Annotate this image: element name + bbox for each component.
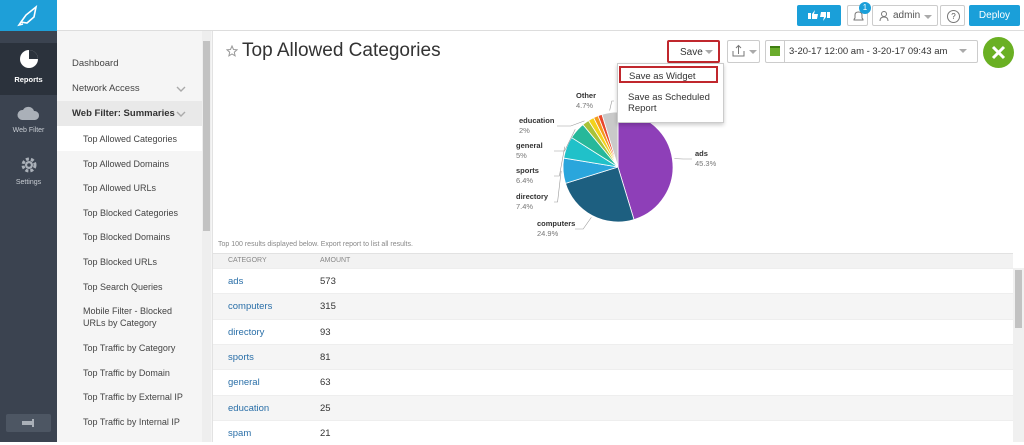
category-link[interactable]: computers <box>228 301 272 312</box>
nav-report[interactable]: Top Blocked URLs <box>57 249 202 274</box>
amount: 93 <box>320 327 331 338</box>
date-range-picker[interactable]: 3-20-17 12:00 am - 3-20-17 09:43 am <box>765 40 978 63</box>
table-header: CATEGORY AMOUNT <box>213 253 1013 269</box>
table-row[interactable]: general 63 <box>213 369 1013 394</box>
nav-item[interactable]: Dashboard <box>57 51 202 76</box>
slice-value: 24.9% <box>537 229 559 238</box>
category-link[interactable]: sports <box>228 352 254 363</box>
nav-report[interactable]: Top Traffic by External IP <box>57 384 202 409</box>
nav-report[interactable]: Top Allowed URLs <box>57 175 202 200</box>
table-row[interactable]: ads 573 <box>213 268 1013 293</box>
amount: 21 <box>320 428 331 439</box>
slice-label: general <box>516 141 543 150</box>
table-row[interactable]: directory 93 <box>213 319 1013 344</box>
reports-icon <box>18 48 40 70</box>
leader-line <box>575 217 591 229</box>
notification-badge: 1 <box>859 2 871 14</box>
sidebar-item[interactable]: Reports <box>0 75 57 84</box>
table-row[interactable]: spam 21 <box>213 420 1013 445</box>
nav-report[interactable]: Top Blocked Domains <box>57 224 202 249</box>
amount: 81 <box>320 352 331 363</box>
nav-scrollbar <box>202 31 211 442</box>
slice-label: computers <box>537 219 575 228</box>
user-menu[interactable]: admin <box>872 5 938 26</box>
chevron <box>176 86 186 92</box>
nav-report[interactable]: Top Blocked Categories <box>57 200 202 225</box>
logo[interactable] <box>0 0 57 31</box>
amount: 573 <box>320 276 336 287</box>
amount: 25 <box>320 403 331 414</box>
slice-label: ads <box>695 149 708 158</box>
calendar-icon-box <box>766 41 785 62</box>
nav-report[interactable]: Mobile Filter - Blocked URLs by Category <box>57 298 202 335</box>
nav-report[interactable]: Top Traffic by Domain <box>57 360 202 385</box>
leader-line <box>610 101 614 111</box>
leader-line <box>554 171 561 202</box>
settings-icon <box>20 156 38 174</box>
help-button[interactable]: ? <box>940 5 965 26</box>
slice-value: 6.4% <box>516 176 533 185</box>
column-header: AMOUNT <box>320 257 350 264</box>
menu-item[interactable]: Save as Widget <box>619 66 718 83</box>
save-button[interactable]: Save <box>667 40 720 63</box>
nav-report[interactable]: Top Allowed Domains <box>57 151 202 176</box>
slice-label: Other <box>576 91 596 100</box>
favorite-star[interactable] <box>226 45 238 57</box>
page-title: Top Allowed Categories <box>242 40 441 62</box>
save-label: Save <box>680 47 703 58</box>
export-button[interactable] <box>727 40 760 63</box>
deploy-button[interactable]: Deploy <box>969 5 1020 26</box>
slice-label: education <box>519 116 555 125</box>
slice-value: 2% <box>519 126 530 135</box>
column-header: CATEGORY <box>228 257 267 264</box>
amount: 63 <box>320 377 331 388</box>
collapse-button[interactable] <box>6 414 51 432</box>
category-link[interactable]: spam <box>228 428 251 439</box>
help-icon: ? <box>947 10 960 23</box>
results-note: Top 100 results displayed below. Export … <box>218 241 413 248</box>
sidebar-item[interactable]: Settings <box>0 179 57 186</box>
slice-value: 7.4% <box>516 202 533 211</box>
table-row[interactable]: computers 315 <box>213 293 1013 318</box>
table-row[interactable]: education 25 <box>213 395 1013 420</box>
leader-line <box>557 121 584 126</box>
web-filter-icon <box>17 104 41 122</box>
menu-item[interactable]: Save as Scheduled Report <box>628 92 718 114</box>
category-link[interactable]: directory <box>228 327 264 338</box>
table-scrollbar <box>1013 268 1024 442</box>
user-name: admin <box>893 10 920 21</box>
slice-label: sports <box>516 166 539 175</box>
table-row[interactable]: sports 81 <box>213 344 1013 369</box>
nav-report[interactable]: Top Traffic by Internal IP <box>57 409 202 434</box>
nav-report[interactable]: Top Search Queries <box>57 274 202 299</box>
feedback-button[interactable] <box>797 5 841 26</box>
sidebar-item[interactable]: Web Filter <box>0 127 57 134</box>
nav-report[interactable]: Top Allowed Categories <box>57 126 202 151</box>
amount: 315 <box>320 301 336 312</box>
category-link[interactable]: general <box>228 377 260 388</box>
date-range: 3-20-17 12:00 am - 3-20-17 09:43 am <box>789 46 947 57</box>
category-link[interactable]: education <box>228 403 269 414</box>
slice-value: 4.7% <box>576 101 593 110</box>
scroll-thumb[interactable] <box>1015 270 1022 328</box>
chevron <box>176 111 186 117</box>
slice-value: 5% <box>516 151 527 160</box>
nav-report[interactable]: Top Traffic by Category <box>57 335 202 360</box>
slice-value: 45.3% <box>695 159 717 168</box>
scroll-thumb[interactable] <box>203 41 210 231</box>
slice-label: directory <box>516 192 549 201</box>
category-link[interactable]: ads <box>228 276 243 287</box>
save-menu: Save as Widget Save as Scheduled Report <box>617 63 724 123</box>
